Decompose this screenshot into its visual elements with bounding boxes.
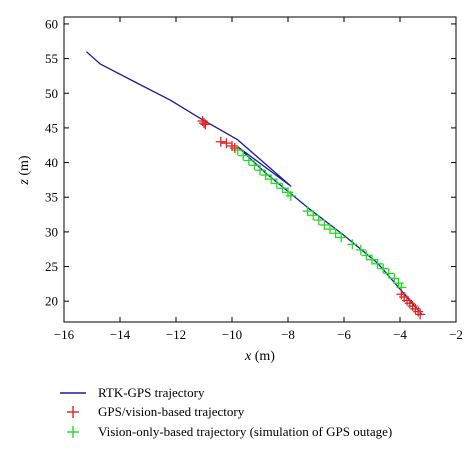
y-axis-unit: (m) (17, 155, 32, 176)
y-tick-label: 25 (45, 259, 58, 274)
legend-marker-vision-only (67, 426, 79, 438)
legend-label-rtk: RTK-GPS trajectory (98, 385, 205, 400)
x-tick-label: −6 (337, 327, 351, 342)
y-tick-label: 60 (45, 16, 58, 31)
x-tick-label: −10 (222, 327, 242, 342)
vision-only-marker (302, 206, 313, 217)
vision-only-marker (285, 190, 296, 201)
vision-only-marker (383, 268, 394, 279)
vision-only-marker (255, 165, 265, 176)
x-tick-label: −12 (166, 327, 186, 342)
series-layer (85, 51, 426, 320)
gps-vision-marker (215, 136, 226, 147)
y-tick-label: 50 (45, 86, 58, 101)
legend-label-gps-vision: GPS/vision-based trajectory (98, 404, 245, 419)
legend-label-vision-only: Vision-only-based trajectory (simulation… (98, 424, 392, 439)
x-axis-ticks: −16 −14 −12 −10 −8 −6 −4 −2 (54, 17, 463, 342)
vision-only-marker (260, 170, 271, 181)
vision-only-marker (249, 160, 260, 171)
y-tick-label: 35 (45, 190, 58, 205)
vision-only-marker (325, 224, 335, 235)
vision-only-marker (367, 254, 377, 265)
x-tick-label: −8 (281, 327, 295, 342)
x-tick-label: −4 (393, 327, 407, 342)
y-tick-label: 20 (45, 294, 58, 309)
vision-only-marker (330, 228, 341, 239)
x-axis-var: x (244, 349, 252, 364)
vision-only-marker (355, 244, 366, 255)
gps-vision-marker (229, 143, 240, 154)
x-axis-unit: (m) (255, 349, 276, 364)
vision-only-marker (372, 258, 383, 269)
vision-only-marker (238, 150, 249, 161)
vision-only-marker (319, 219, 330, 230)
x-tick-label: −2 (449, 327, 463, 342)
vision-only-marker (243, 155, 254, 166)
gps-vision-marker (199, 118, 209, 129)
y-tick-label: 55 (45, 51, 58, 66)
x-axis-label: x (m) (244, 349, 275, 364)
vision-only-marker (271, 178, 282, 189)
gps-vision-marker (221, 138, 232, 149)
vision-only-marker (347, 239, 358, 250)
legend: RTK-GPS trajectory GPS/vision-based traj… (60, 385, 392, 439)
x-tick-label: −16 (54, 327, 75, 342)
vision-only-marker (308, 210, 319, 221)
vision-only-marker (389, 273, 400, 284)
vision-only-marker (313, 215, 324, 226)
legend-marker-gps-vision (67, 406, 79, 418)
vision-only-marker (266, 174, 277, 185)
gps-vision-marker (415, 309, 426, 320)
y-axis-label: z (m) (17, 155, 32, 186)
vision-only-marker (336, 232, 347, 243)
y-axis-ticks: 20 25 30 35 40 45 50 55 60 (45, 16, 456, 309)
y-axis-var: z (17, 179, 32, 186)
y-tick-label: 30 (45, 224, 58, 239)
y-tick-label: 40 (45, 155, 58, 170)
gps-vision-marker (200, 119, 211, 130)
y-tick-label: 45 (45, 120, 58, 135)
vision-only-marker (378, 263, 389, 274)
x-tick-label: −14 (110, 327, 131, 342)
vision-only-marker (277, 183, 288, 194)
vision-only-marker (361, 250, 372, 261)
rtk-gps-trajectory-line (85, 51, 423, 316)
